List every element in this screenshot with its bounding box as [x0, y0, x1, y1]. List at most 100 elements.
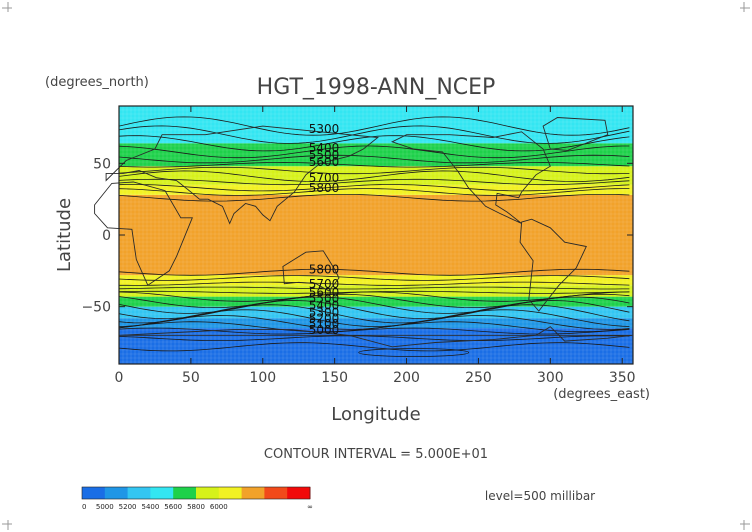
color-band: [119, 194, 633, 276]
coastline: [542, 117, 609, 151]
contour-label: 5000: [309, 323, 340, 337]
level-text: level=500 millibar: [485, 489, 595, 503]
contour-line: [118, 166, 630, 175]
colorbar-segment: [82, 487, 106, 499]
x-tick-label: 150: [321, 370, 348, 386]
colorbar-label: 0: [82, 503, 86, 511]
x-tick-label: 300: [537, 370, 564, 386]
contour-line: [118, 154, 630, 164]
x-units-label: (degrees_east): [553, 387, 650, 402]
contour-line: [118, 184, 630, 192]
color-band: [119, 285, 633, 297]
coastline: [282, 250, 340, 292]
contour-line: [118, 194, 630, 202]
contour-line: [118, 286, 630, 290]
contour-line: [118, 300, 630, 320]
contour-label: 5700: [309, 171, 340, 185]
x-axis-label: Longitude: [331, 404, 421, 425]
contour-label: 5300: [309, 122, 340, 136]
colorbar-label: 5200: [119, 503, 137, 511]
contour-label: 5800: [309, 263, 340, 277]
contour-line: [118, 170, 630, 182]
colorbar-segment: [287, 487, 311, 499]
contour-label: 5800: [309, 181, 340, 195]
x-tick-label: 250: [465, 370, 492, 386]
colorbar-label: 5800: [187, 503, 205, 511]
contour-label: 5500: [309, 291, 340, 305]
colorbar: 0 5000 5200 5400 5600 5800 6000 ∞: [81, 486, 313, 511]
colorbar-segment: [196, 487, 220, 499]
colorbar-label: 6000: [210, 503, 228, 511]
coastline: [391, 131, 551, 224]
contour-label: 5400: [309, 141, 340, 155]
contour-labels: 5300540055005600570058005800570056005500…: [309, 122, 340, 337]
contour-line: [118, 145, 630, 159]
contour-line: [118, 309, 630, 327]
contour-line: [119, 281, 630, 286]
color-band: [119, 143, 633, 167]
colorbar-segment: [150, 487, 174, 499]
contour-line: [118, 268, 630, 276]
colorbar-segment: [218, 487, 243, 499]
colorbar-frame: [81, 486, 311, 500]
contour-line: [118, 188, 630, 196]
chart-title: HGT_1998-ANN_NCEP: [257, 75, 496, 100]
contour-label: 5500: [309, 148, 340, 162]
colorbar-segment: [241, 487, 265, 499]
colorbar-segment: [127, 487, 151, 499]
contour-line: [118, 135, 630, 152]
contour-line: [118, 327, 630, 335]
contour-label: 5400: [309, 299, 340, 313]
y-tick-label: 0: [102, 228, 111, 244]
contour-line: [118, 275, 630, 281]
colorbar-segment: [104, 487, 129, 499]
coastline: [519, 218, 587, 312]
coastline: [118, 326, 633, 348]
coastlines: [94, 117, 633, 348]
contour-label: 5100: [309, 317, 340, 331]
color-band: [119, 275, 633, 286]
coastline: [105, 125, 379, 225]
color-band: [119, 184, 633, 195]
x-tick-label: 100: [249, 370, 276, 386]
color-band: [119, 296, 633, 307]
x-tick-label: 350: [609, 370, 636, 386]
contour-line: [118, 342, 630, 352]
x-tick-label: 200: [393, 370, 420, 386]
color-band: [119, 318, 633, 329]
colorbar-segment: [173, 487, 197, 499]
color-band: [119, 166, 633, 185]
y-tick-label: −50: [81, 300, 111, 316]
y-units-label: (degrees_north): [45, 75, 149, 90]
colorbar-segment: [264, 487, 288, 499]
colorbar-label: 5600: [164, 503, 182, 511]
contour-line: [118, 116, 630, 136]
colorbar-label: 5000: [96, 503, 114, 511]
colorbar-label: ∞: [307, 503, 313, 511]
contour-label: 5300: [309, 306, 340, 320]
colorbar-label: 5400: [141, 503, 159, 511]
contour-line: [118, 296, 630, 314]
color-band: [119, 306, 633, 319]
y-tick-label: 50: [93, 156, 111, 172]
x-tick-label: 0: [115, 370, 124, 386]
contour-lines: [118, 116, 630, 357]
x-tick-label: 50: [182, 370, 200, 386]
contour-interval-text: CONTOUR INTERVAL = 5.000E+01: [264, 447, 488, 462]
x-axis: 0 50 100 150 200 250 300 350: [115, 106, 636, 386]
contour-line: [358, 348, 470, 357]
coastline: [94, 181, 193, 286]
y-axis-label: Latitude: [54, 198, 75, 272]
y-axis: 50 0 −50: [81, 156, 633, 316]
contour-label: 5700: [309, 277, 340, 291]
contour-line: [118, 125, 630, 144]
contour-label: 5600: [309, 286, 340, 300]
plot-area: [118, 105, 633, 364]
contour-label: 5600: [309, 155, 340, 169]
contour-line: [118, 161, 630, 168]
contour-line: [118, 178, 630, 186]
contour-label: 5200: [309, 311, 340, 325]
contour-line: [118, 335, 630, 341]
